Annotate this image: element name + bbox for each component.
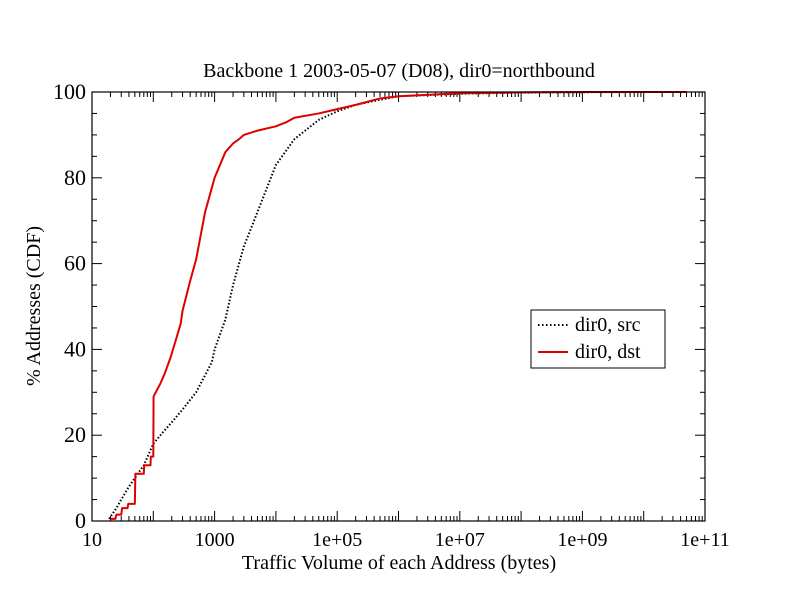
y-tick-label: 0 — [75, 508, 86, 533]
y-axis-label: % Addresses (CDF) — [23, 226, 45, 386]
legend-label-src: dir0, src — [575, 314, 641, 336]
plot-frame — [91, 91, 706, 522]
legend-label-dst: dir0, dst — [575, 341, 641, 363]
x-tick-label: 1e+09 — [557, 529, 607, 551]
chart-title: Backbone 1 2003-05-07 (D08), dir0=northb… — [203, 60, 595, 82]
x-tick-label: 1e+05 — [312, 529, 362, 551]
y-tick-label: 40 — [64, 336, 86, 361]
legend: dir0, src dir0, dst — [530, 309, 666, 369]
axis-ticks: 10 1000 1e+05 1e+07 1e+09 1e+11 0 20 40 60 80 100 — [53, 79, 730, 551]
x-tick-label: 1000 — [195, 529, 235, 551]
y-tick-label: 80 — [64, 165, 86, 190]
x-axis-label: Traffic Volume of each Address (bytes) — [242, 552, 556, 574]
y-tick-label: 100 — [53, 79, 86, 104]
series-line-dst — [110, 91, 687, 520]
x-tick-label: 1e+07 — [435, 529, 485, 551]
y-tick-label: 60 — [64, 251, 86, 276]
x-tick-label: 1e+11 — [680, 529, 729, 551]
y-tick-label: 20 — [64, 422, 86, 447]
x-tick-label: 10 — [82, 529, 102, 551]
legend-box — [530, 309, 666, 369]
series-layer — [108, 91, 687, 520]
